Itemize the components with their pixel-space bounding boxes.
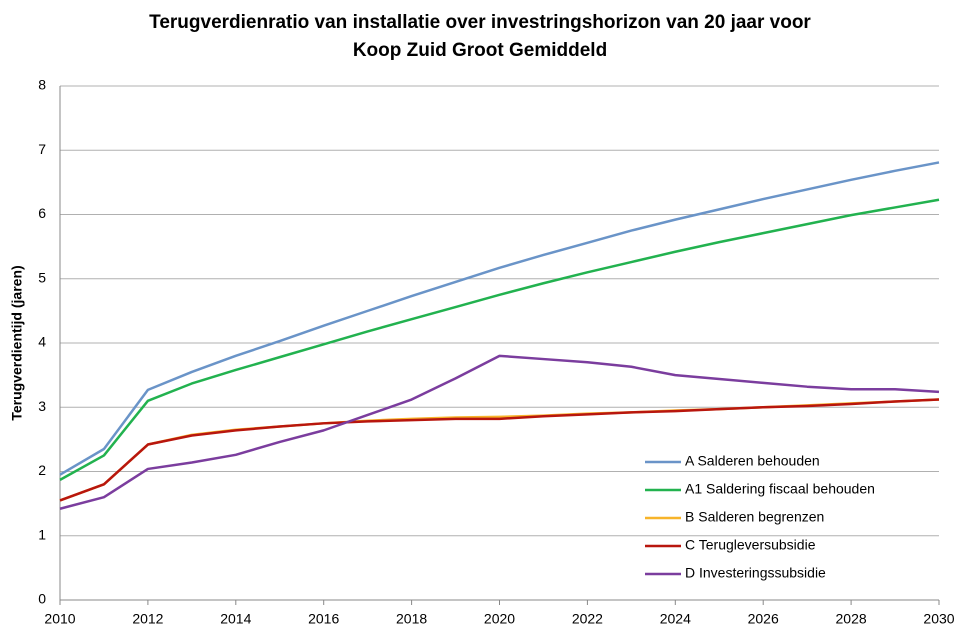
legend-label: A1 Saldering fiscaal behouden bbox=[685, 481, 875, 497]
x-tick-label: 2018 bbox=[396, 611, 427, 627]
x-tick-label: 2016 bbox=[308, 611, 339, 627]
y-tick-label: 6 bbox=[38, 205, 46, 221]
x-tick-label: 2024 bbox=[660, 611, 691, 627]
y-tick-label: 0 bbox=[38, 591, 46, 607]
series-line bbox=[59, 198, 940, 481]
x-tick-label: 2026 bbox=[748, 611, 779, 627]
x-tick-label: 2014 bbox=[220, 611, 251, 627]
y-tick-label: 3 bbox=[38, 398, 46, 414]
series-line bbox=[59, 161, 940, 476]
y-axis-title: Terugverdientijd (jaren) bbox=[9, 265, 25, 420]
x-tick-label: 2010 bbox=[44, 611, 75, 627]
y-tick-label: 1 bbox=[38, 526, 46, 542]
series-line bbox=[59, 354, 940, 510]
legend-label: D Investeringssubsidie bbox=[685, 565, 826, 581]
series-line bbox=[59, 398, 940, 502]
legend-label: B Salderen begrenzen bbox=[685, 509, 824, 525]
legend-label: A Salderen behouden bbox=[685, 453, 820, 469]
x-tick-label: 2020 bbox=[484, 611, 515, 627]
chart-title: Koop Zuid Groot Gemiddeld bbox=[353, 40, 607, 61]
y-tick-label: 2 bbox=[38, 462, 46, 478]
x-tick-label: 2022 bbox=[572, 611, 603, 627]
chart-title: Terugverdienratio van installatie over i… bbox=[149, 12, 811, 33]
y-tick-label: 5 bbox=[38, 269, 46, 285]
y-tick-label: 8 bbox=[38, 77, 46, 93]
x-tick-label: 2030 bbox=[923, 611, 954, 627]
y-tick-label: 7 bbox=[38, 141, 46, 157]
y-tick-label: 4 bbox=[38, 334, 46, 350]
x-tick-label: 2012 bbox=[132, 611, 163, 627]
legend-label: C Terugleversubsidie bbox=[685, 537, 816, 553]
x-tick-label: 2028 bbox=[836, 611, 867, 627]
